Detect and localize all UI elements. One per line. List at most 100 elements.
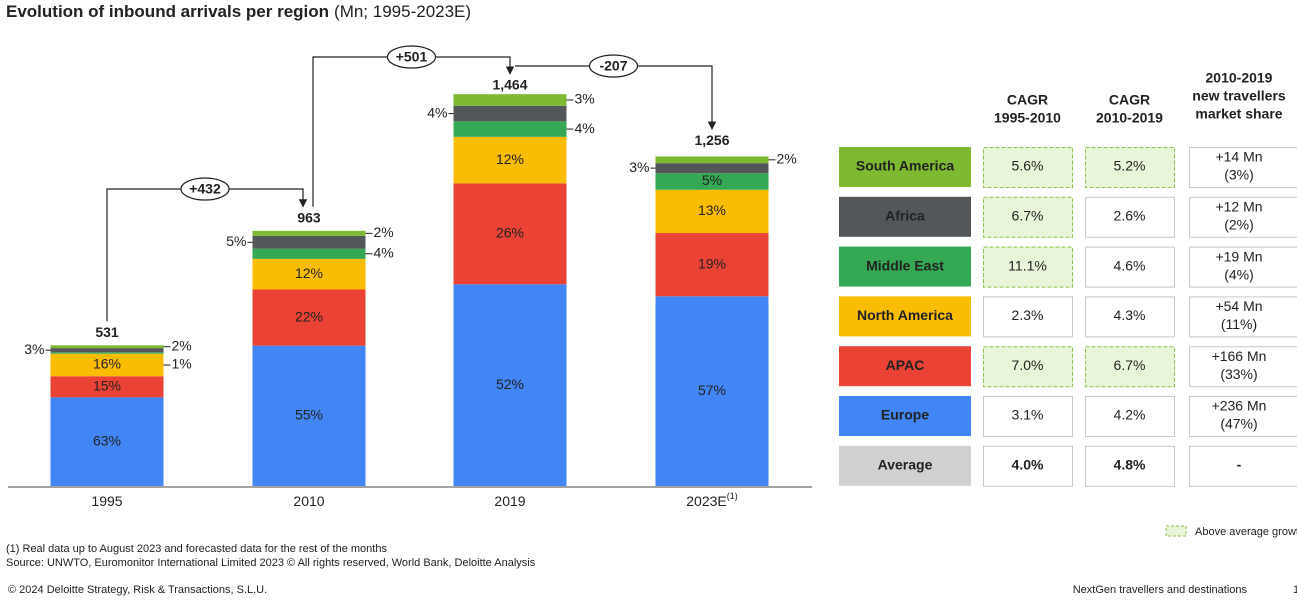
change-label: +432 — [189, 181, 221, 197]
bar-segment — [252, 248, 366, 259]
segment-label: 4% — [575, 120, 595, 136]
change-label: +501 — [396, 49, 428, 65]
table-cell — [983, 246, 1073, 288]
bar-segment — [50, 397, 164, 486]
cell-text: 6.7% — [1114, 357, 1146, 373]
total-label: 963 — [297, 210, 321, 226]
segment-label: 2% — [374, 224, 394, 240]
title: Evolution of inbound arrivals per region… — [6, 2, 471, 21]
column-header: new travellers — [1192, 88, 1286, 104]
table-cell — [983, 196, 1073, 238]
bar-segment — [453, 94, 567, 106]
column-header: 2010-2019 — [1206, 70, 1273, 86]
bar-segment — [453, 284, 567, 486]
cell-text: (47%) — [1220, 416, 1257, 432]
region-label: APAC — [886, 357, 925, 373]
bar-segment — [655, 189, 769, 234]
segment-label: 1% — [172, 356, 192, 372]
category: 2010 — [293, 493, 324, 509]
table-cell — [1085, 147, 1175, 188]
region-label: Africa — [885, 208, 925, 224]
cell-text: 5.6% — [1012, 158, 1044, 174]
footnote: (1) Real data up to August 2023 and fore… — [6, 543, 387, 555]
region-box — [839, 396, 971, 436]
change-arrow — [515, 65, 717, 130]
bar-segment — [50, 352, 164, 354]
table-cell — [1085, 396, 1175, 437]
cell-text: (4%) — [1224, 266, 1254, 282]
cell-text: +19 Mn — [1215, 248, 1262, 264]
table-cell — [1085, 445, 1175, 487]
title-sub: (Mn; 1995-2023E) — [334, 2, 471, 21]
segment-label: 63% — [93, 432, 121, 448]
column-header: market share — [1195, 106, 1282, 122]
change-bubble — [180, 177, 230, 201]
table-cell — [983, 346, 1073, 388]
column-header: 2010-2019 — [1096, 110, 1163, 126]
cell-text: +236 Mn — [1212, 398, 1267, 414]
segment-label: 22% — [295, 308, 323, 324]
table-cell — [1085, 296, 1175, 338]
region-label: Middle East — [866, 257, 944, 273]
category: 1995 — [91, 493, 122, 509]
bar-segment — [655, 173, 769, 190]
column-header: CAGR — [1109, 92, 1150, 108]
bar-segment — [655, 296, 769, 486]
average-box — [839, 445, 971, 486]
category: 2019 — [494, 493, 525, 509]
region-label: Europe — [881, 407, 929, 423]
segment-label: 15% — [93, 377, 121, 393]
bar-segment — [50, 353, 164, 377]
bar-segment — [252, 289, 366, 346]
segment-label: 52% — [496, 376, 524, 392]
x-tick-label: 2019 — [494, 493, 525, 509]
bar-segment — [655, 156, 769, 164]
cell-text: (2%) — [1224, 217, 1254, 233]
segment-label: 4% — [427, 104, 447, 120]
change-bubble — [386, 45, 437, 69]
table-cell — [1189, 346, 1297, 388]
table-cell — [1189, 246, 1297, 288]
table-cell — [1085, 196, 1175, 238]
table-cell — [1189, 196, 1297, 238]
bar-segment — [252, 258, 366, 290]
segment-label: 5% — [226, 233, 246, 249]
region-box — [839, 147, 971, 187]
page-number: 1 — [1293, 584, 1297, 596]
x-tick-label: 2023E(1) — [686, 491, 737, 508]
bar-segment — [453, 105, 567, 122]
segment-label: 13% — [698, 202, 726, 218]
cell-text: +12 Mn — [1215, 199, 1262, 215]
cell-text: +14 Mn — [1215, 149, 1262, 165]
bar-segment — [453, 136, 567, 184]
total-label: 1,256 — [694, 132, 729, 148]
category: 2023E — [686, 493, 726, 509]
cell-text: +166 Mn — [1212, 348, 1267, 364]
segment-label: 55% — [295, 407, 323, 423]
cell-text: 6.7% — [1012, 208, 1044, 224]
table-cell — [1189, 445, 1297, 487]
bar-segment — [50, 348, 164, 353]
bar-segment — [50, 376, 164, 398]
average-label: Average — [878, 457, 933, 473]
footer-right: NextGen travellers and destinations — [1073, 584, 1248, 596]
segment-label: 12% — [496, 151, 524, 167]
region-box — [839, 196, 971, 237]
region-box — [839, 346, 971, 387]
x-tick-label: 1995 — [91, 493, 122, 509]
cell-text: (11%) — [1221, 316, 1257, 332]
cell-text: - — [1237, 457, 1242, 473]
cell-text: 4.3% — [1114, 307, 1146, 323]
cell-text: 4.8% — [1114, 457, 1146, 473]
region-box — [839, 246, 971, 287]
bar-segment — [655, 233, 769, 297]
cell-text: 7.0% — [1012, 357, 1044, 373]
table-cell — [1085, 346, 1175, 388]
cell-text: 4.2% — [1114, 407, 1146, 423]
table-cell — [1189, 396, 1297, 437]
segment-label: 3% — [575, 91, 595, 107]
total-label: 531 — [95, 324, 119, 340]
bar-segment — [655, 163, 769, 174]
column-header: CAGR — [1007, 92, 1048, 108]
